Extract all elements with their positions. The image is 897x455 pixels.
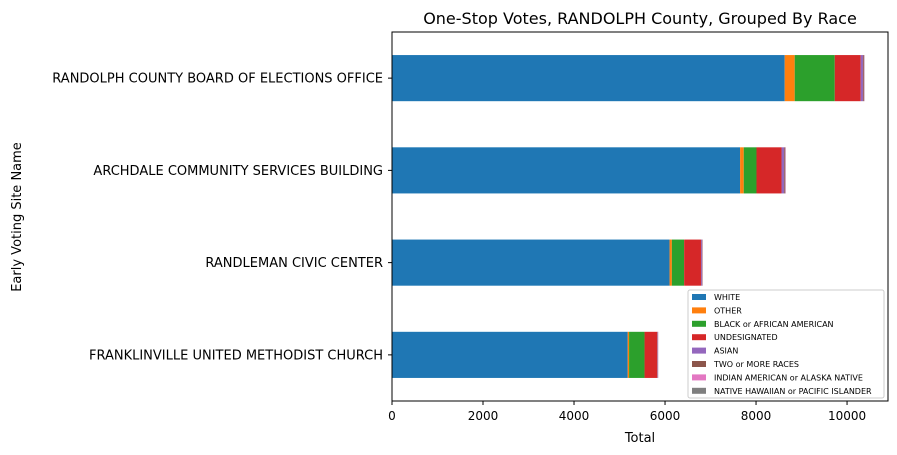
x-axis: 0 2000 4000 6000 8000 10000 [388,401,866,423]
y-tick-label: FRANKLINVILLE UNITED METHODIST CHURCH [89,348,383,363]
legend-label: NATIVE HAWAIIAN or PACIFIC ISLANDER [714,387,872,396]
legend-swatch [692,374,706,381]
bar-segment [684,239,701,286]
y-tick-label: RANDOLPH COUNTY BOARD OF ELECTIONS OFFIC… [52,72,383,87]
legend-label: OTHER [714,306,742,315]
y-tick-label: RANDLEMAN CIVIC CENTER [205,256,383,271]
plot-frame [391,31,889,402]
bar-segment [784,147,786,194]
bar-segment [784,55,795,102]
legend-swatch [692,361,706,367]
legend-swatch [692,307,706,314]
chart-title: One-Stop Votes, RANDOLPH County, Grouped… [423,9,857,28]
legend-label: UNDESIGNATED [714,333,778,342]
x-tick-label: 8000 [741,409,772,423]
y-axis-label: Early Voting Site Name [10,142,25,292]
bar-segment [700,239,702,286]
x-tick-label: 10000 [828,409,866,423]
bar-segment [644,331,658,378]
legend-swatch [692,347,706,354]
bar-segment [671,239,685,286]
bar-segment [392,331,628,378]
bar-segment [743,147,757,194]
bar-segment [392,147,741,194]
legend-label: BLACK or AFRICAN AMERICAN [714,320,834,329]
bar-segment [627,331,630,378]
legend-label: WHITE [714,293,740,302]
x-tick-label: 6000 [650,409,681,423]
bar-segment [862,55,864,102]
x-tick-label: 2000 [468,409,499,423]
y-axis: RANDOLPH COUNTY BOARD OF ELECTIONS OFFIC… [52,72,392,363]
legend: WHITE OTHER BLACK or AFRICAN AMERICAN UNDES… [687,289,885,399]
x-tick-label: 4000 [559,409,590,423]
x-tick-label: 0 [388,409,396,423]
legend-swatch [692,387,706,394]
bar-segment [740,147,744,194]
legend-label: INDIAN AMERICAN or ALASKA NATIVE [714,373,863,382]
legend-label: TWO or MORE RACES [713,360,799,369]
bar-segment [669,239,672,286]
legend-label: ASIAN [714,347,738,356]
legend-swatch [692,294,706,300]
legend-swatch [692,334,706,341]
bar-segment [392,239,670,286]
legend-box [687,289,885,399]
legend-swatch [692,320,706,327]
bar-segment [756,147,782,194]
bar-segment [781,147,785,194]
bar-segment [629,331,645,378]
y-tick-label: ARCHDALE COMMUNITY SERVICES BUILDING [93,164,383,179]
bar-segment [860,55,863,102]
x-axis-label: Total [624,431,655,446]
bar-segment [834,55,861,102]
bar-segment [392,55,785,102]
bars-layer [392,55,865,378]
bar-segment [794,55,835,102]
